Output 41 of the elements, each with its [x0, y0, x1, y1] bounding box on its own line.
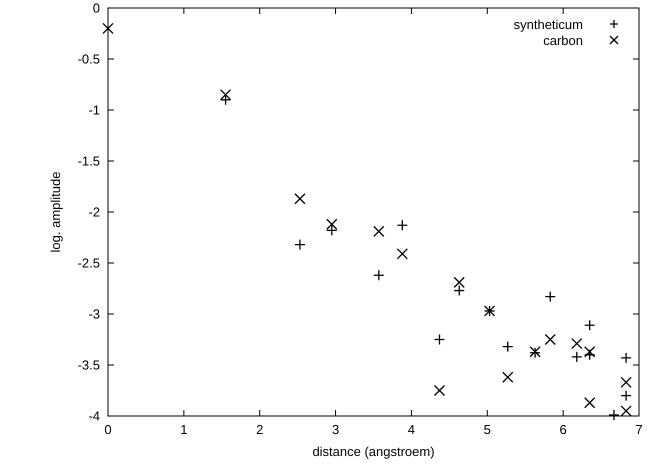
y-tick-label: -0.5: [78, 52, 100, 66]
point: [326, 218, 338, 230]
x-tick-label: 3: [332, 422, 340, 437]
point: [434, 384, 446, 396]
x-tick-label: 0: [104, 422, 112, 437]
legend-label: carbon: [543, 33, 583, 48]
x-tick-label: 5: [484, 422, 491, 437]
point: [102, 22, 114, 34]
y-tick-label: -2.5: [78, 256, 100, 270]
point: [502, 372, 514, 383]
x-tick-label: 7: [635, 422, 643, 437]
x-tick-label: 2: [256, 422, 264, 437]
point: [220, 89, 232, 100]
point: [396, 248, 408, 260]
y-tick-label: -3.5: [78, 358, 100, 372]
point: [584, 397, 596, 408]
point: [620, 352, 632, 364]
y-tick-label: -1: [88, 102, 100, 118]
point: [620, 390, 632, 402]
point: [571, 338, 582, 350]
y-tick-label: -4: [88, 408, 100, 424]
point: [294, 238, 306, 250]
y-tick-label: -1.5: [78, 154, 100, 168]
legend-label: syntheticum: [514, 17, 583, 32]
x-tick-label: 6: [560, 422, 567, 437]
point: [620, 405, 632, 417]
point: [434, 334, 446, 346]
point: [620, 376, 632, 388]
point: [454, 276, 465, 288]
x-tick-label: 1: [180, 422, 188, 437]
x-axis-title: distance (angstroem): [312, 444, 435, 459]
y-axis-title: log. amplitude: [48, 172, 63, 252]
x-tick-label: 4: [408, 422, 416, 437]
point: [373, 226, 384, 238]
y-tick-label: 0: [92, 0, 100, 16]
y-tick-label: -2: [88, 204, 100, 220]
point: [454, 284, 465, 296]
point: [294, 193, 306, 204]
point: [584, 346, 596, 358]
y-tick-label: -3: [88, 306, 100, 322]
point: [544, 334, 556, 346]
